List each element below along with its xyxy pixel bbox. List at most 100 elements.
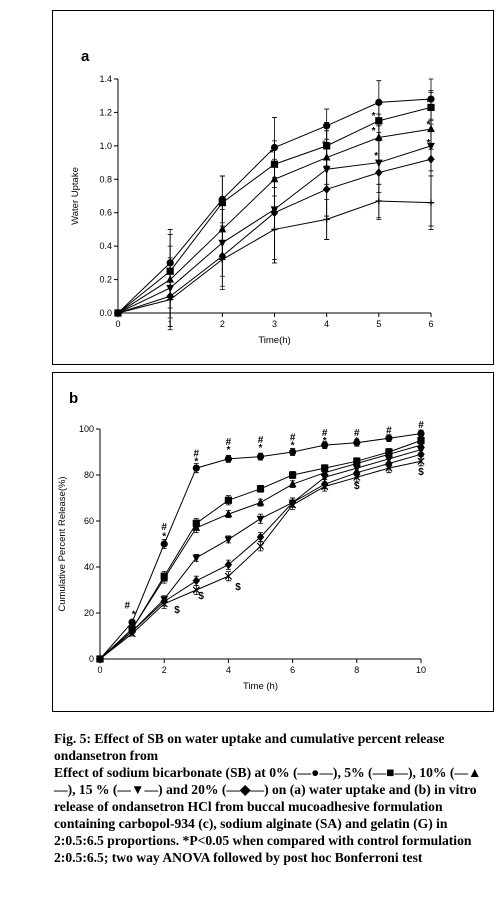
y-tick-label: 20	[84, 608, 94, 618]
data-point	[192, 554, 201, 563]
significance-marker: *	[355, 436, 359, 447]
significance-marker: *	[372, 111, 376, 122]
data-point	[323, 216, 330, 223]
y-axis-label: Water Uptake	[70, 167, 81, 225]
significance-marker: *	[323, 436, 327, 447]
caption-body: Effect of sodium bicarbonate (SB) at 0% …	[54, 765, 482, 865]
significance-marker: *	[322, 140, 326, 151]
data-point	[321, 482, 329, 491]
data-point	[256, 542, 265, 550]
significance-marker: #	[290, 433, 296, 444]
panel-label: a	[81, 48, 90, 65]
significance-marker: #	[125, 600, 131, 611]
series-5	[114, 175, 435, 327]
x-tick-label: 4	[324, 319, 329, 329]
significance-marker: *	[426, 138, 430, 149]
series-line	[99, 444, 422, 660]
data-point	[417, 457, 425, 465]
data-point	[256, 515, 265, 524]
significance-marker: #	[194, 449, 200, 460]
x-tick-label: 5	[376, 319, 381, 329]
x-tick-label: 2	[220, 319, 225, 329]
data-point	[160, 600, 168, 608]
significance-marker: *	[194, 457, 198, 468]
data-point	[321, 441, 329, 449]
y-tick-label: 0.2	[99, 275, 112, 285]
data-point	[427, 199, 435, 206]
series-2	[96, 440, 425, 663]
y-tick-label: 0.4	[99, 241, 112, 251]
significance-marker: $	[354, 481, 360, 492]
significance-marker: $	[198, 591, 204, 602]
data-point	[256, 453, 265, 461]
y-axis-label: Cumulative Percent Release(%)	[57, 476, 68, 611]
x-tick-label: 6	[290, 665, 295, 675]
x-axis-label: Time(h)	[258, 335, 290, 346]
significance-marker: #	[226, 437, 232, 448]
data-point	[224, 496, 232, 504]
y-tick-label: 0	[89, 654, 94, 664]
data-point	[224, 536, 233, 545]
data-point	[192, 464, 200, 472]
data-point	[166, 296, 174, 303]
data-point	[288, 501, 297, 509]
y-tick-label: 1.4	[99, 74, 112, 84]
series-line	[99, 449, 422, 660]
data-point	[320, 474, 329, 482]
x-tick-label: 2	[162, 665, 167, 675]
data-point	[256, 497, 265, 506]
chart-panel-b: b 0 2 4 6 8 10 0 20 40 60 80 100 Time (h) Cumulative P…	[52, 372, 494, 712]
x-tick-label: 10	[416, 665, 426, 675]
y-tick-label: 1.2	[99, 107, 112, 117]
significance-marker: #	[386, 426, 392, 437]
data-point	[256, 485, 265, 493]
significance-marker: *	[372, 126, 376, 137]
data-point	[160, 540, 168, 548]
significance-marker: #	[418, 420, 424, 431]
significance-marker: *	[426, 119, 430, 130]
data-point	[271, 226, 278, 233]
significance-marker: *	[226, 445, 230, 456]
y-tick-label: 0.0	[99, 308, 112, 318]
data-point	[160, 573, 169, 582]
y-tick-label: 40	[84, 562, 94, 572]
data-point	[192, 586, 200, 594]
figure-caption: Fig. 5: Effect of SB on water uptake and…	[54, 730, 494, 866]
data-point	[427, 154, 435, 164]
significance-marker: *	[259, 443, 263, 454]
significance-marker: *	[374, 151, 378, 162]
data-point	[385, 464, 393, 472]
data-point	[192, 523, 201, 531]
y-tick-label: 80	[84, 470, 94, 480]
significance-marker: *	[270, 148, 274, 159]
data-point	[353, 473, 361, 481]
x-tick-label: 6	[428, 319, 433, 329]
data-point	[224, 572, 233, 580]
data-point	[288, 471, 297, 479]
series-3	[96, 445, 425, 664]
x-tick-label: 3	[272, 319, 277, 329]
significance-marker: #	[258, 435, 264, 446]
significance-marker: #	[354, 428, 360, 439]
y-tick-label: 60	[84, 516, 94, 526]
data-point	[353, 439, 361, 447]
x-tick-label: 0	[97, 665, 102, 675]
x-axis-label: Time (h)	[243, 681, 278, 692]
significance-marker: *	[387, 434, 391, 445]
data-point	[256, 532, 265, 542]
data-point	[224, 509, 233, 518]
data-point	[289, 448, 297, 456]
data-point	[288, 479, 297, 488]
data-point	[114, 309, 122, 317]
y-tick-label: 0.6	[99, 208, 112, 218]
panel-label: b	[69, 390, 78, 407]
significance-marker: *	[291, 441, 295, 452]
y-tick-label: 100	[79, 424, 94, 434]
water-uptake-chart: a0 1 2 3 4 5 60.00.20.40.60.81.01.21.4Time(h)W…	[70, 48, 435, 346]
x-tick-label: 4	[226, 665, 231, 675]
data-point	[375, 168, 383, 178]
y-tick-label: 0.8	[99, 174, 112, 184]
x-tick-label: 0	[115, 319, 120, 329]
x-tick-label: 8	[354, 665, 359, 675]
